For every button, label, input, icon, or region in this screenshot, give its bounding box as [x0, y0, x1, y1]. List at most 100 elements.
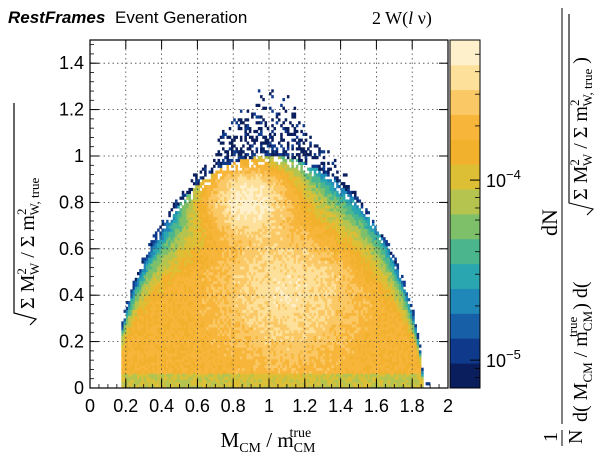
heatmap-cell: [121, 379, 124, 383]
heatmap-cell: [217, 208, 221, 212]
heatmap-cell: [280, 382, 283, 386]
heatmap-cell: [251, 167, 254, 171]
heatmap-cell: [197, 260, 200, 264]
heatmap-cell: [226, 283, 230, 287]
heatmap-cell: [262, 176, 265, 180]
heatmap-cell: [204, 327, 207, 331]
heatmap-cell: [192, 280, 196, 284]
heatmap-cell: [204, 364, 207, 368]
heatmap-cell: [246, 196, 250, 200]
heatmap-cell: [148, 344, 151, 348]
heatmap-cell: [152, 385, 156, 389]
heatmap-cell: [251, 182, 254, 186]
heatmap-cell: [280, 274, 283, 279]
heatmap-cell: [197, 298, 200, 302]
heatmap-cell: [233, 251, 236, 255]
heatmap-cell: [269, 228, 272, 232]
heatmap-cell: [273, 211, 277, 215]
heatmap-cell: [264, 193, 268, 197]
heatmap-cell: [260, 170, 263, 174]
heatmap-cell: [139, 312, 142, 316]
heatmap-cell: [183, 324, 187, 328]
heatmap-cell: [186, 295, 189, 299]
heatmap-cell: [190, 306, 194, 310]
heatmap-cell: [201, 332, 205, 337]
heatmap-cell: [132, 347, 136, 351]
heatmap-cell: [210, 277, 214, 281]
heatmap-cell: [264, 324, 268, 328]
heatmap-cell: [257, 263, 261, 267]
heatmap-cell: [248, 260, 252, 264]
heatmap-cell: [197, 379, 200, 383]
heatmap-cell: [233, 254, 236, 258]
heatmap-cell: [224, 385, 227, 389]
heatmap-cell: [280, 298, 283, 302]
heatmap-cell: [157, 263, 160, 267]
heatmap-cell: [248, 245, 252, 250]
heatmap-cell: [264, 280, 268, 284]
heatmap-cell: [148, 312, 151, 316]
heatmap-cell: [192, 254, 196, 258]
heatmap-cell: [235, 240, 238, 244]
heatmap-cell: [237, 385, 241, 389]
heatmap-cell: [181, 254, 185, 258]
heatmap-cell: [199, 254, 203, 258]
heatmap-cell: [154, 350, 158, 354]
heatmap-cell: [275, 338, 279, 342]
heatmap-cell: [271, 330, 274, 334]
heatmap-cell: [201, 364, 205, 368]
heatmap-cell: [213, 274, 216, 279]
heatmap-cell: [172, 344, 176, 348]
heatmap-cell: [121, 332, 124, 337]
heatmap-cell: [266, 295, 270, 299]
heatmap-cell: [255, 373, 259, 377]
heatmap-cell: [201, 324, 205, 328]
heatmap-cell: [204, 295, 207, 299]
heatmap-cell: [217, 245, 221, 250]
heatmap-cell: [233, 243, 236, 247]
heatmap-cell: [266, 254, 270, 258]
heatmap-cell: [260, 350, 263, 354]
heatmap-cell: [150, 347, 153, 351]
heatmap-cell: [157, 353, 160, 357]
heatmap-cell: [244, 182, 247, 186]
heatmap-cell: [161, 295, 165, 299]
heatmap-cell: [190, 199, 194, 203]
heatmap-cell: [282, 225, 285, 229]
heatmap-cell: [262, 335, 265, 339]
heatmap-cell: [215, 245, 218, 250]
heatmap-cell: [222, 202, 225, 206]
heatmap-cell: [195, 214, 198, 218]
heatmap-cell: [228, 266, 232, 270]
heatmap-cell: [275, 234, 279, 238]
heatmap-cell: [257, 301, 261, 305]
heatmap-cell: [213, 324, 216, 328]
heatmap-cell: [148, 385, 151, 389]
heatmap-cell: [275, 205, 279, 209]
heatmap-cell: [219, 353, 223, 357]
heatmap-cell: [163, 350, 167, 354]
heatmap-cell: [257, 303, 261, 308]
heatmap-cell: [248, 263, 252, 267]
heatmap-cell: [248, 202, 252, 206]
heatmap-cell: [143, 309, 147, 313]
heatmap-cell: [255, 289, 259, 293]
heatmap-cell: [206, 286, 209, 290]
heatmap-cell: [273, 150, 277, 154]
heatmap-cell: [269, 283, 272, 287]
heatmap-cell: [251, 187, 254, 192]
heatmap-cell: [273, 347, 277, 351]
heatmap-cell: [257, 376, 261, 380]
heatmap-cell: [237, 382, 241, 386]
heatmap-cell: [134, 353, 138, 357]
heatmap-cell: [217, 161, 221, 165]
heatmap-cell: [204, 222, 207, 226]
heatmap-cell: [175, 359, 178, 363]
heatmap-cell: [181, 208, 185, 212]
heatmap-cell: [222, 173, 225, 177]
heatmap-cell: [154, 338, 158, 342]
heatmap-cell: [224, 161, 227, 165]
heatmap-cell: [244, 301, 247, 305]
heatmap-cell: [248, 309, 252, 313]
heatmap-cell: [163, 272, 167, 276]
